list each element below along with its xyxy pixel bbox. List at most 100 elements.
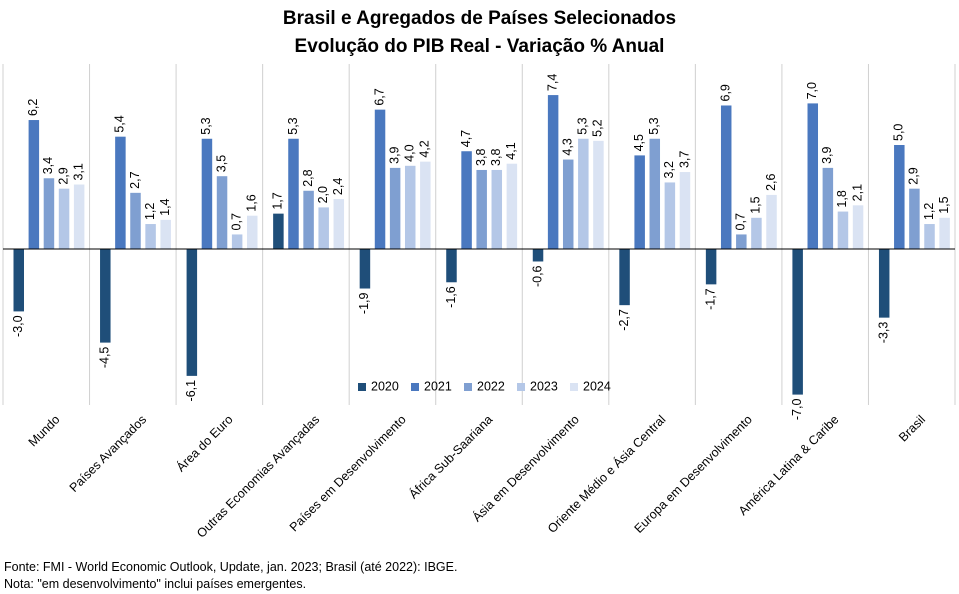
category-label: Brasil [896,412,928,444]
data-label: 4,5 [632,134,646,151]
bar [160,219,171,249]
legend-label: 2021 [424,379,452,393]
data-label: 0,7 [229,213,243,230]
bar [720,105,732,249]
legend-swatch [464,383,472,391]
bar [491,169,503,249]
bar [446,249,457,283]
legend-swatch [411,383,419,391]
bar [246,215,258,249]
bar [506,163,518,249]
data-label: 3,8 [474,149,488,166]
data-label: 5,2 [591,119,605,136]
bar [547,95,559,249]
data-label: 4,3 [561,138,575,155]
bar [679,172,691,249]
data-label: 2,8 [301,169,315,186]
data-label: 7,0 [805,82,819,99]
bar [634,155,645,249]
bar [909,188,920,249]
category-label: África Sub-Saariana [406,412,496,502]
data-label: 2,9 [907,167,921,184]
data-label: 3,2 [662,161,676,178]
data-label: 5,4 [113,115,127,132]
data-label: -1,7 [703,288,717,310]
data-label: 5,3 [286,117,300,134]
data-label: 4,7 [459,130,473,147]
bar [73,184,85,249]
data-label: 6,9 [719,84,733,101]
bar [333,199,345,249]
bar [231,234,243,249]
bar [852,205,864,249]
data-label: 4,1 [504,142,518,159]
category-label: Área do Euro [173,412,236,475]
data-label: 5,0 [892,124,906,141]
bar [201,138,213,249]
chart-title: Brasil e Agregados de Países Selecionado… [282,8,677,29]
data-label: 0,7 [734,213,748,230]
bar [593,140,604,249]
bar [43,178,55,249]
data-label: 1,6 [245,194,259,211]
bar [359,249,371,289]
bar [115,136,126,249]
bar [420,161,431,249]
data-label: 2,7 [128,171,142,188]
data-label: 4,2 [418,140,432,157]
bar [751,217,762,249]
data-label: 2,1 [850,184,864,201]
data-label: 1,8 [835,190,849,207]
bar [318,207,329,249]
data-label: 3,1 [71,163,85,180]
legend-label: 2024 [583,379,611,393]
bar [894,145,905,249]
bar [288,138,299,249]
data-label: 2,9 [56,167,70,184]
data-label: -2,7 [617,309,631,331]
data-label: 5,3 [199,117,213,134]
chart-subtitle: Evolução do PIB Real - Variação % Anual [294,36,665,57]
data-label: 1,4 [158,198,172,215]
data-label: -3,0 [11,315,25,337]
bar [374,109,386,249]
bar [389,167,401,249]
legend-swatch [517,383,525,391]
data-label: 5,3 [647,117,661,134]
source-note: Fonte: FMI - World Economic Outlook, Upd… [4,560,458,574]
bar [766,194,777,249]
legend-label: 2023 [530,379,558,393]
bar [28,120,40,249]
bar [924,224,935,249]
category-label: Mundo [26,412,63,449]
bar [186,249,198,376]
bar [130,192,141,249]
bar [273,213,284,249]
data-label: -3,3 [877,322,891,344]
data-label: 2,4 [331,178,345,195]
bar [619,249,630,306]
bar [404,165,416,249]
footnote: Nota: "em desenvolvimento" inclui países… [4,577,307,591]
data-label: 3,9 [820,146,834,163]
data-label: 3,9 [387,146,401,163]
bar [145,224,156,249]
data-label: -4,5 [98,347,112,369]
data-label: 6,2 [26,99,40,116]
category-label: América Latina & Caribe [736,412,842,518]
bar [807,103,819,250]
data-label: 1,7 [271,192,285,209]
bar [100,249,111,343]
bar [736,234,747,249]
data-label: 2,6 [764,173,778,190]
legend-label: 2022 [477,379,505,393]
bar [939,217,950,249]
bar [649,138,661,249]
bar [578,138,589,249]
legend-swatch [358,383,366,391]
category-label: Países Avançados [67,412,149,494]
bar [664,182,676,249]
data-label: -7,0 [790,399,804,421]
legend-label: 2020 [371,379,399,393]
